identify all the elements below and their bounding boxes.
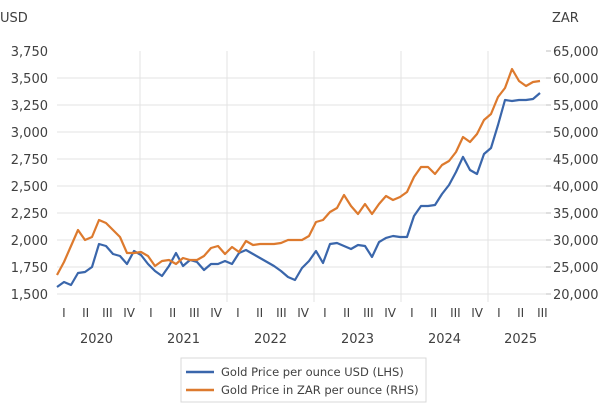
quarter-tick-label: III bbox=[450, 306, 461, 320]
left-tick-label: 3,250 bbox=[11, 99, 48, 114]
left-tick-label: 1,500 bbox=[11, 288, 48, 303]
right-tick-label: 65,000 bbox=[553, 45, 599, 60]
year-label: 2024 bbox=[428, 332, 461, 347]
right-axis-ticks: 65,000 60,000 55,000 50,000 45,000 40,000 35,0… bbox=[546, 45, 599, 303]
quarter-tick-label: II bbox=[256, 306, 263, 320]
quarter-tick-label: III bbox=[537, 306, 548, 320]
quarter-tick-label: II bbox=[430, 306, 437, 320]
legend-box bbox=[180, 357, 427, 403]
quarter-tick-label: II bbox=[82, 306, 89, 320]
quarter-tick-label: II bbox=[517, 306, 524, 320]
left-axis-unit-label: USD bbox=[0, 11, 28, 26]
left-axis-ticks: 3,750 3,500 3,250 3,000 2,750 2,500 2,250 2,000… bbox=[11, 45, 48, 303]
left-tick-label: 3,750 bbox=[11, 45, 48, 60]
right-tick-label: 45,000 bbox=[553, 153, 599, 168]
year-label: 2022 bbox=[254, 332, 287, 347]
quarter-tick-label: I bbox=[236, 306, 240, 320]
left-tick-label: 3,500 bbox=[11, 72, 48, 87]
quarter-tick-label: I bbox=[149, 306, 153, 320]
quarter-tick-label: IV bbox=[471, 306, 484, 320]
year-label: 2025 bbox=[504, 332, 537, 347]
quarter-tick-label: III bbox=[102, 306, 113, 320]
left-tick-label: 2,500 bbox=[11, 180, 48, 195]
series-line-zar bbox=[56, 67, 541, 276]
series-line-usd bbox=[56, 92, 541, 288]
quarter-tick-label: I bbox=[497, 306, 501, 320]
right-tick-label: 55,000 bbox=[553, 99, 599, 114]
x-axis-year-labels: 2020 2021 2022 2023 2024 2025 bbox=[80, 332, 537, 347]
quarter-tick-label: IV bbox=[384, 306, 397, 320]
legend-label-zar: Gold Price in ZAR per ounce (RHS) bbox=[221, 383, 419, 397]
right-tick-label: 20,000 bbox=[553, 288, 599, 303]
quarter-tick-label: II bbox=[169, 306, 176, 320]
quarter-tick-label: III bbox=[363, 306, 374, 320]
gridlines bbox=[57, 51, 546, 302]
right-tick-label: 25,000 bbox=[553, 261, 599, 276]
legend-label-usd: Gold Price per ounce USD (LHS) bbox=[221, 365, 404, 379]
left-tick-label: 2,250 bbox=[11, 207, 48, 222]
quarter-tick-label: III bbox=[189, 306, 200, 320]
left-tick-label: 2,750 bbox=[11, 153, 48, 168]
quarter-tick-label: III bbox=[276, 306, 287, 320]
quarter-tick-label: IV bbox=[297, 306, 310, 320]
quarter-tick-label: I bbox=[62, 306, 66, 320]
year-label: 2021 bbox=[167, 332, 200, 347]
x-axis-quarter-ticks: I II III IV I II III IV I II III IV I II III IV I II III IV… bbox=[62, 306, 548, 320]
series-lines bbox=[56, 67, 541, 288]
right-axis-unit-label: ZAR bbox=[552, 11, 579, 26]
right-tick-label: 50,000 bbox=[553, 126, 599, 141]
left-tick-label: 1,750 bbox=[11, 261, 48, 276]
quarter-tick-label: I bbox=[410, 306, 414, 320]
right-tick-label: 40,000 bbox=[553, 180, 599, 195]
left-tick-label: 2,000 bbox=[11, 234, 48, 249]
left-tick-label: 3,000 bbox=[11, 126, 48, 141]
right-tick-label: 35,000 bbox=[553, 207, 599, 222]
right-tick-label: 30,000 bbox=[553, 234, 599, 249]
quarter-tick-label: II bbox=[343, 306, 350, 320]
quarter-tick-label: IV bbox=[123, 306, 136, 320]
year-label: 2023 bbox=[341, 332, 374, 347]
year-label: 2020 bbox=[80, 332, 113, 347]
right-tick-label: 60,000 bbox=[553, 72, 599, 87]
quarter-tick-label: IV bbox=[210, 306, 223, 320]
quarter-tick-label: I bbox=[323, 306, 327, 320]
legend: Gold Price per ounce USD (LHS) Gold Pric… bbox=[180, 357, 427, 403]
